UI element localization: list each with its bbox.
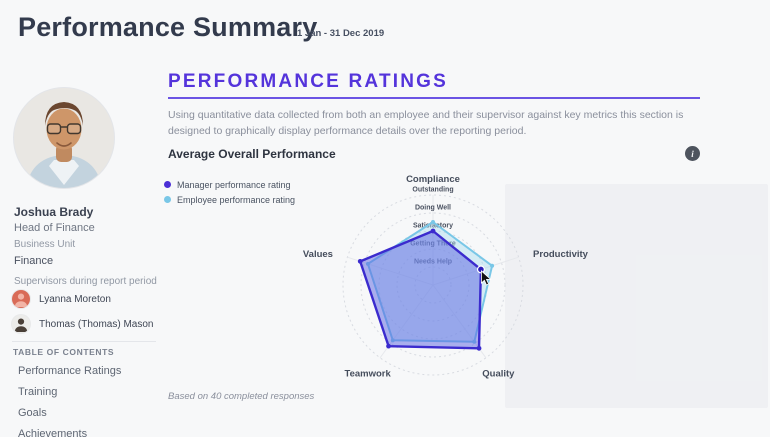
radar-chart[interactable]: Needs HelpGetting ThereSatisfactoryDoing… xyxy=(303,172,589,386)
radar-vertex xyxy=(431,220,435,224)
profile-name: Joshua Brady xyxy=(14,205,94,219)
profile-portrait-illustration xyxy=(14,88,114,188)
supervisor-item: Thomas (Thomas) Mason xyxy=(12,314,162,334)
report-date-range: 1 Jan - 31 Dec 2019 xyxy=(297,28,385,39)
ring-label-outstanding: Outstanding xyxy=(412,187,453,194)
mouse-cursor xyxy=(480,269,492,286)
radar-vertex xyxy=(476,345,482,351)
section-title: PERFORMANCE RATINGS xyxy=(168,71,449,92)
info-icon[interactable]: i xyxy=(685,146,700,161)
section-description: Using quantitative data collected from b… xyxy=(168,109,684,138)
toc-heading: TABLE OF CONTENTS xyxy=(13,347,115,357)
toc-item-training[interactable]: Training xyxy=(18,386,58,398)
legend-item-employee: Employee performance rating xyxy=(164,193,295,206)
axis-label-quality: Quality xyxy=(482,369,515,380)
supervisor-name: Thomas (Thomas) Mason xyxy=(39,318,154,330)
supervisor-avatar xyxy=(12,315,30,333)
table-of-contents: Performance Ratings Training Goals Achievem… xyxy=(18,361,158,437)
supervisor-avatar xyxy=(12,290,30,308)
radar-ring xyxy=(360,212,506,358)
supervisor-name: Lyanna Moreton xyxy=(39,293,111,305)
legend-item-manager: Manager performance rating xyxy=(164,178,295,191)
chart-title: Average Overall Performance xyxy=(168,146,336,161)
ring-label-doing-well: Doing Well xyxy=(415,205,451,212)
section-title-underline xyxy=(168,97,700,99)
radar-ring xyxy=(342,194,524,376)
axis-label-values: Values xyxy=(303,249,333,260)
supervisors-label: Supervisors during report period xyxy=(14,276,157,287)
axis-label-compliance: Compliance xyxy=(406,174,460,185)
axis-label-productivity: Productivity xyxy=(533,249,589,260)
toc-item-achievements[interactable]: Achievements xyxy=(18,428,88,437)
page-title: Performance Summary xyxy=(18,12,318,42)
manager-legend-label: Manager performance rating xyxy=(177,179,291,190)
faded-background-panel xyxy=(505,184,768,408)
supervisors-list: Lyanna Moreton Thomas (Thomas) Mason xyxy=(12,289,162,339)
radar-vertex xyxy=(386,343,391,349)
toc-item-performance-ratings[interactable]: Performance Ratings xyxy=(18,365,122,377)
business-unit-value: Finance xyxy=(14,255,54,267)
profile-role: Head of Finance xyxy=(14,222,95,234)
employee-legend-label: Employee performance rating xyxy=(177,194,296,205)
axis-label-teamwork: Teamwork xyxy=(344,369,391,380)
business-unit-label: Business Unit xyxy=(14,239,76,250)
hovered-data-point xyxy=(476,265,485,274)
ring-label-satisfactory: Satisfactory xyxy=(413,223,453,230)
supervisor-item: Lyanna Moreton xyxy=(12,289,162,309)
radar-vertex xyxy=(357,258,363,264)
subsection-header: Average Overall Performance i xyxy=(168,146,700,161)
sidebar-divider xyxy=(12,341,156,342)
employee-legend-dot xyxy=(164,196,171,203)
chart-footnote: Based on 40 completed responses xyxy=(168,391,315,402)
chart-legend: Manager performance rating Employee perf… xyxy=(164,178,295,208)
profile-photo xyxy=(14,88,114,188)
radar-vertex xyxy=(430,228,436,234)
manager-legend-dot xyxy=(164,181,171,188)
radar-series-manager xyxy=(359,229,483,350)
radar-vertex xyxy=(490,263,495,268)
toc-item-goals[interactable]: Goals xyxy=(18,407,47,419)
